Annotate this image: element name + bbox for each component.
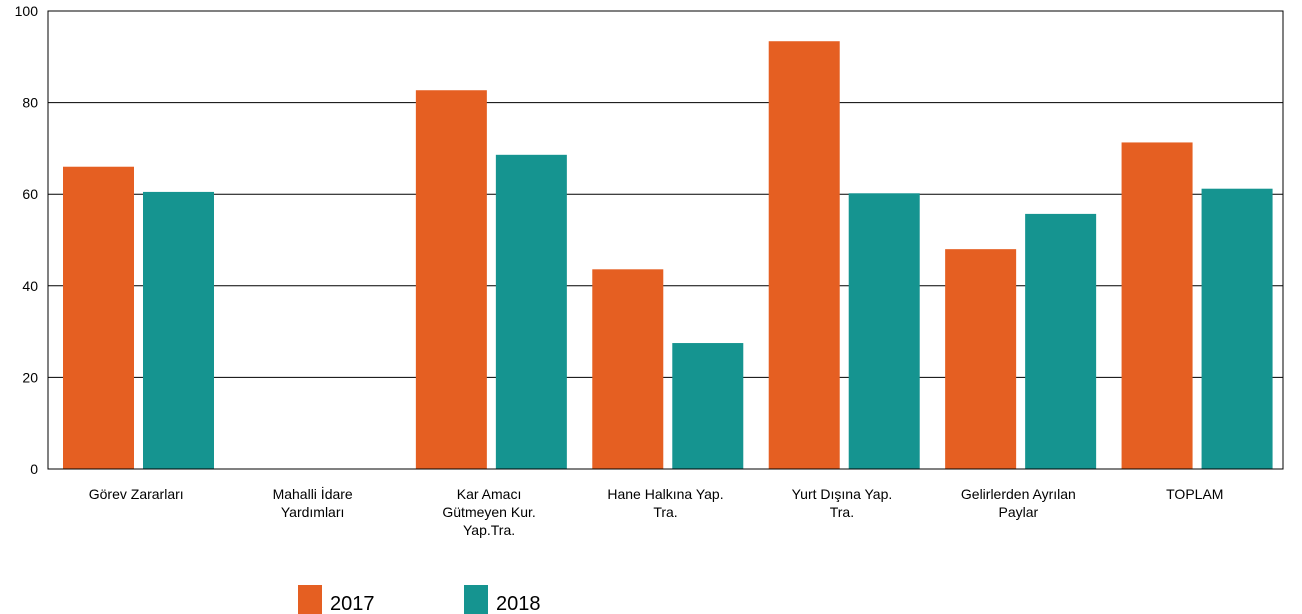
bar-2018-4 <box>848 193 920 469</box>
y-axis-ticks: 0 20 40 60 80 100 <box>15 3 39 477</box>
bar-2017-5 <box>945 249 1017 469</box>
legend-label-2017: 2017 <box>330 593 375 614</box>
bar-2017-2 <box>415 90 487 469</box>
y-tick-label: 40 <box>22 278 38 294</box>
legend-label-2018: 2018 <box>496 593 541 614</box>
y-tick-label: 80 <box>22 95 38 111</box>
y-tick-label: 20 <box>22 369 38 385</box>
bar-2018-0 <box>143 191 214 469</box>
x-category-label: Mahalli İdare Yardımları <box>273 485 353 520</box>
bar-2017-4 <box>768 41 840 470</box>
x-category-label: Kar Amacı Gütmeyen Kur. Yap.Tra. <box>442 486 535 538</box>
bar-2017-6 <box>1121 142 1193 470</box>
bar-2018-5 <box>1025 213 1097 469</box>
y-tick-label: 0 <box>30 461 38 477</box>
bar-2017-0 <box>63 166 134 469</box>
y-tick-label: 60 <box>22 186 38 202</box>
x-category-label: Hane Halkına Yap. Tra. <box>607 486 723 520</box>
bar-2018-3 <box>672 343 744 469</box>
legend-swatch-2017 <box>298 585 322 614</box>
bar-2018-2 <box>495 154 567 469</box>
legend-swatch-2018 <box>464 585 488 614</box>
x-category-label: Yurt Dışına Yap. Tra. <box>792 486 893 520</box>
x-axis-labels: Görev Zararları Mahalli İdare Yardımları Ka… <box>89 485 1224 538</box>
legend: 2017 2018 <box>298 585 541 614</box>
bar-2017-3 <box>592 269 664 469</box>
gridlines <box>48 10 1283 470</box>
x-category-label: TOPLAM <box>1166 486 1223 502</box>
bar-2018-6 <box>1201 188 1273 470</box>
x-category-label: Gelirlerden Ayrılan Paylar <box>961 486 1076 520</box>
y-tick-label: 100 <box>15 3 39 19</box>
x-category-label: Görev Zararları <box>89 486 184 502</box>
bars <box>63 41 1273 470</box>
plot-frame <box>47 10 1284 470</box>
